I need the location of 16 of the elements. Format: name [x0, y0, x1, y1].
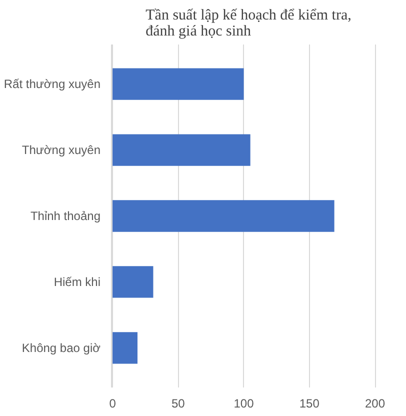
x-tick-label: 150 — [299, 396, 320, 410]
chart-title: Tần suất lập kế hoạch để kiểm tra, đánh giá học sinh — [146, 8, 352, 40]
bar — [112, 134, 250, 166]
bar — [112, 200, 334, 232]
y-tick-label: Không bao giờ — [22, 340, 101, 355]
y-tick-label: Thỉnh thoảng — [30, 209, 101, 223]
x-tick-label: 200 — [364, 396, 386, 410]
bar — [112, 266, 154, 298]
y-tick-label: Thường xuyên — [22, 143, 100, 158]
bar — [112, 332, 138, 364]
x-tick-label: 0 — [109, 396, 116, 410]
y-tick-label: Hiếm khi — [54, 274, 101, 289]
y-tick-label: Rất thường xuyên — [4, 77, 101, 92]
x-tick-label: 100 — [234, 396, 254, 410]
x-tick-label: 50 — [171, 396, 186, 410]
bar — [112, 68, 244, 100]
